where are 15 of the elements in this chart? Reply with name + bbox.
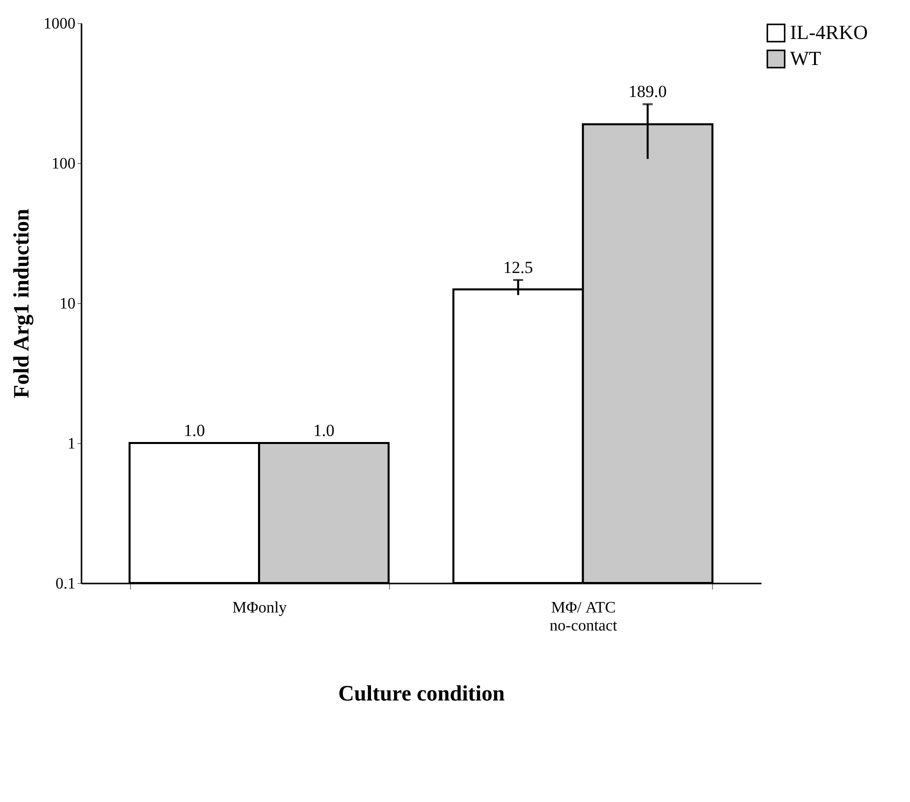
data-label: 189.0 [628, 82, 667, 102]
x-tick-label: MΦ/ ATC no-contact [550, 600, 618, 634]
data-label: 1.0 [184, 421, 205, 440]
x-tick-label: MΦonly [232, 600, 287, 616]
y-axis-title: Fold Arg1 induction [8, 208, 34, 398]
y-tick-label: 0.1 [56, 576, 76, 592]
data-label: 1.0 [313, 421, 334, 440]
y-tick-label: 1 [68, 436, 76, 452]
data-label: 12.5 [503, 258, 534, 277]
x-axis-title: Culture condition [338, 680, 505, 706]
y-tick-label: 10 [60, 296, 76, 312]
y-tick-label: 100 [52, 156, 76, 172]
y-tick-label: 1000 [44, 16, 76, 32]
legend-label: WT [790, 48, 822, 70]
legend-label: IL-4RKO [790, 22, 868, 44]
